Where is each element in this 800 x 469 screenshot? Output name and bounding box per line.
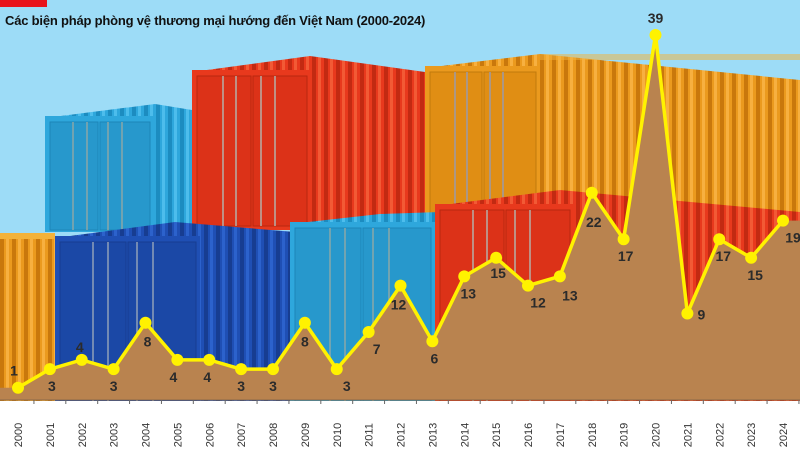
x-tick-label-2002: 2002 xyxy=(77,423,89,447)
data-label-2016: 12 xyxy=(530,295,546,311)
data-point-2005 xyxy=(171,353,184,366)
data-point-2016 xyxy=(522,279,534,292)
data-point-2014 xyxy=(458,270,471,283)
data-label-2009: 8 xyxy=(301,334,309,350)
data-label-2021: 9 xyxy=(697,306,705,322)
chart-title: Các biện pháp phòng vệ thương mại hướng … xyxy=(5,13,426,28)
data-point-2013 xyxy=(426,335,439,348)
data-label-2004: 8 xyxy=(144,334,152,350)
data-point-2000 xyxy=(12,381,24,394)
data-point-2002 xyxy=(75,353,88,366)
data-point-2010 xyxy=(330,363,343,376)
data-point-2009 xyxy=(298,316,311,329)
data-point-2004 xyxy=(139,316,152,329)
data-point-2011 xyxy=(362,326,375,339)
x-tick-label-2011: 2011 xyxy=(364,423,376,447)
data-point-2012 xyxy=(394,279,407,292)
x-tick-label-2017: 2017 xyxy=(555,423,567,447)
data-point-2019 xyxy=(617,233,630,246)
data-label-2001: 3 xyxy=(48,378,56,394)
data-label-2010: 3 xyxy=(343,378,351,394)
data-label-2022: 17 xyxy=(715,248,731,264)
data-point-2020 xyxy=(649,29,662,41)
data-label-2013: 6 xyxy=(430,350,438,366)
x-tick-label-2024: 2024 xyxy=(778,423,790,447)
data-label-2002: 4 xyxy=(76,339,84,355)
x-tick-label-2003: 2003 xyxy=(109,423,121,447)
data-point-2015 xyxy=(490,251,503,264)
x-tick-label-2013: 2013 xyxy=(427,423,439,447)
x-tick-label-2018: 2018 xyxy=(587,423,599,447)
data-label-2003: 3 xyxy=(110,378,118,394)
x-tick-label-2020: 2020 xyxy=(651,423,663,447)
data-markers xyxy=(12,29,789,394)
data-label-2000: 1 xyxy=(10,363,18,379)
data-label-2018: 22 xyxy=(586,214,602,230)
data-label-2006: 4 xyxy=(203,369,211,385)
x-tick-label-2000: 2000 xyxy=(13,423,25,447)
x-tick-label-2010: 2010 xyxy=(332,423,344,447)
data-point-2018 xyxy=(585,186,598,199)
data-label-2014: 13 xyxy=(460,285,476,301)
data-point-2022 xyxy=(713,233,726,246)
data-label-2020: 39 xyxy=(648,10,664,26)
x-tick-label-2005: 2005 xyxy=(172,423,184,447)
x-tick-label-2016: 2016 xyxy=(523,423,535,447)
x-tick-label-2012: 2012 xyxy=(396,423,408,447)
x-tick-label-2004: 2004 xyxy=(141,423,153,447)
container-light-blue-back xyxy=(45,104,192,232)
x-axis-labels: 2000 2001 2002 2003 2004 2005 2006 2007 2008 2009… xyxy=(13,423,790,447)
x-tick-label-2006: 2006 xyxy=(204,423,216,447)
accent-bar xyxy=(0,0,47,7)
data-point-2024 xyxy=(777,214,789,227)
data-label-2015: 15 xyxy=(490,265,506,281)
x-tick-label-2007: 2007 xyxy=(236,423,248,447)
data-label-2007: 3 xyxy=(237,378,245,394)
x-tick-label-2014: 2014 xyxy=(459,423,471,447)
data-label-2005: 4 xyxy=(169,369,177,385)
data-point-2017 xyxy=(553,270,566,283)
data-point-2021 xyxy=(681,307,694,320)
data-point-2008 xyxy=(267,363,279,376)
data-point-2007 xyxy=(235,363,248,376)
x-tick-label-2022: 2022 xyxy=(714,423,726,447)
data-point-2003 xyxy=(107,363,120,376)
data-label-2017: 13 xyxy=(562,287,578,303)
x-tick-label-2021: 2021 xyxy=(682,423,694,447)
x-tick-label-2023: 2023 xyxy=(746,423,758,447)
x-tick-label-2001: 2001 xyxy=(45,423,57,447)
x-tick-label-2008: 2008 xyxy=(268,423,280,447)
data-label-2024: 19 xyxy=(785,230,800,246)
data-label-2012: 12 xyxy=(391,297,407,313)
data-label-2011: 7 xyxy=(373,341,381,357)
data-label-2008: 3 xyxy=(269,378,277,394)
data-point-2023 xyxy=(745,251,758,264)
x-axis-ticks xyxy=(33,400,800,404)
data-label-2019: 17 xyxy=(618,248,634,264)
data-point-2006 xyxy=(203,353,216,366)
x-tick-label-2015: 2015 xyxy=(491,423,503,447)
x-tick-label-2009: 2009 xyxy=(300,423,312,447)
area-fill xyxy=(0,35,800,400)
data-label-2023: 15 xyxy=(747,267,763,283)
data-point-2001 xyxy=(43,363,56,376)
container-red-back xyxy=(192,56,425,230)
x-tick-label-2019: 2019 xyxy=(619,423,631,447)
